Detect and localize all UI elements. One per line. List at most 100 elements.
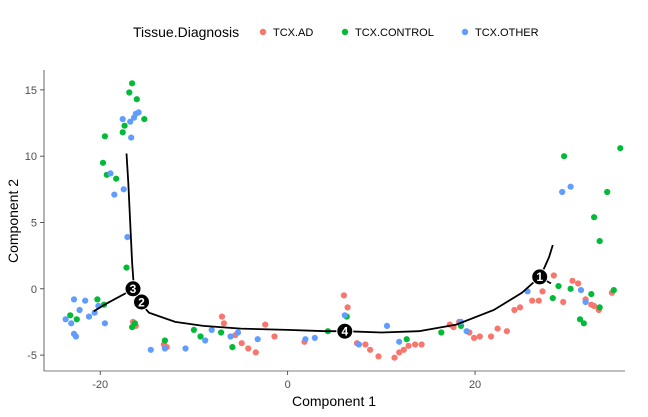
data-point bbox=[610, 287, 617, 294]
data-point bbox=[113, 175, 120, 182]
legend-swatch bbox=[341, 28, 349, 36]
data-point bbox=[91, 309, 98, 316]
branch-node-circle bbox=[124, 280, 142, 298]
branch-node: 1 bbox=[531, 268, 549, 286]
data-point bbox=[577, 287, 585, 294]
data-point bbox=[367, 346, 374, 353]
legend-label: TCX.AD bbox=[273, 27, 313, 39]
data-point bbox=[252, 349, 259, 356]
data-point bbox=[516, 304, 524, 311]
data-point bbox=[539, 288, 546, 295]
data-point bbox=[561, 153, 568, 160]
data-point bbox=[197, 333, 204, 340]
legend-label: TCX.CONTROL bbox=[355, 27, 434, 39]
data-point bbox=[617, 145, 624, 152]
data-point bbox=[529, 297, 536, 304]
data-point bbox=[576, 316, 584, 323]
y-tick-label: 0 bbox=[31, 284, 37, 296]
data-point bbox=[126, 89, 133, 96]
data-point bbox=[559, 188, 566, 196]
data-point bbox=[403, 336, 410, 343]
data-point bbox=[494, 325, 501, 332]
data-point bbox=[72, 333, 79, 340]
x-tick-label: 0 bbox=[285, 379, 291, 391]
data-point bbox=[254, 336, 261, 343]
data-point bbox=[101, 133, 108, 140]
branch-node-label: 1 bbox=[536, 270, 543, 284]
data-point bbox=[220, 320, 227, 327]
data-point bbox=[412, 341, 419, 348]
data-point bbox=[99, 159, 107, 166]
data-point bbox=[85, 313, 93, 320]
branch-node: 2 bbox=[133, 293, 150, 311]
data-point bbox=[596, 304, 603, 311]
legend: Tissue.Diagnosis TCX.AD TCX.CONTROL TCX.OT… bbox=[133, 24, 539, 40]
y-axis-title: Component 2 bbox=[5, 179, 21, 263]
data-point bbox=[575, 280, 582, 287]
data-point bbox=[218, 329, 225, 336]
data-point bbox=[591, 302, 598, 310]
x-tick-label: 20 bbox=[469, 379, 481, 391]
data-point bbox=[129, 80, 136, 87]
data-point bbox=[550, 272, 557, 279]
x-axis-ticks: -20 0 20 bbox=[92, 371, 481, 391]
data-point bbox=[511, 306, 518, 314]
data-point bbox=[340, 292, 347, 299]
data-point bbox=[567, 183, 574, 190]
data-point bbox=[476, 333, 483, 340]
data-point bbox=[234, 329, 242, 336]
data-point bbox=[567, 285, 574, 292]
data-point bbox=[82, 297, 89, 304]
data-point bbox=[119, 116, 126, 123]
data-point bbox=[121, 122, 128, 129]
data-point bbox=[471, 334, 478, 341]
data-point bbox=[119, 129, 126, 136]
data-point bbox=[131, 320, 138, 327]
data-point bbox=[391, 354, 398, 361]
legend-swatch bbox=[259, 28, 267, 36]
data-point bbox=[341, 312, 348, 319]
branch-node-circle bbox=[133, 293, 150, 311]
data-point bbox=[535, 297, 542, 304]
data-point bbox=[218, 313, 226, 320]
data-point bbox=[127, 118, 134, 125]
data-point bbox=[396, 338, 403, 345]
data-point bbox=[101, 320, 108, 327]
data-point bbox=[161, 337, 168, 344]
data-point bbox=[135, 109, 142, 116]
data-point bbox=[362, 341, 369, 348]
data-point bbox=[141, 116, 148, 123]
data-point bbox=[555, 283, 562, 290]
data-point bbox=[355, 341, 362, 348]
data-point bbox=[70, 296, 78, 303]
data-point bbox=[400, 346, 407, 353]
branch-node-label: 3 bbox=[130, 282, 137, 296]
data-point bbox=[107, 170, 114, 177]
data-point bbox=[124, 234, 131, 241]
branch-node: 3 bbox=[124, 280, 142, 298]
data-point bbox=[238, 340, 245, 347]
data-point bbox=[245, 345, 252, 352]
x-tick-label: -20 bbox=[92, 379, 108, 391]
data-point bbox=[438, 329, 445, 336]
data-point bbox=[569, 277, 576, 284]
data-point bbox=[262, 321, 269, 328]
y-tick-label: 5 bbox=[31, 217, 37, 229]
data-point bbox=[588, 291, 595, 298]
data-point bbox=[463, 328, 470, 335]
data-point bbox=[182, 345, 189, 352]
data-point bbox=[147, 346, 154, 353]
data-point bbox=[596, 238, 603, 245]
data-point bbox=[405, 342, 412, 349]
data-point bbox=[161, 345, 168, 352]
branch-node-label: 4 bbox=[341, 325, 348, 339]
data-point bbox=[582, 298, 589, 306]
scatter-points bbox=[62, 80, 624, 361]
legend-title: Tissue.Diagnosis bbox=[133, 24, 239, 40]
data-point bbox=[375, 353, 382, 360]
data-point bbox=[227, 333, 234, 340]
branch-node: 4 bbox=[336, 322, 354, 340]
data-point bbox=[67, 312, 74, 319]
trajectory bbox=[93, 153, 554, 334]
data-point bbox=[111, 191, 118, 198]
